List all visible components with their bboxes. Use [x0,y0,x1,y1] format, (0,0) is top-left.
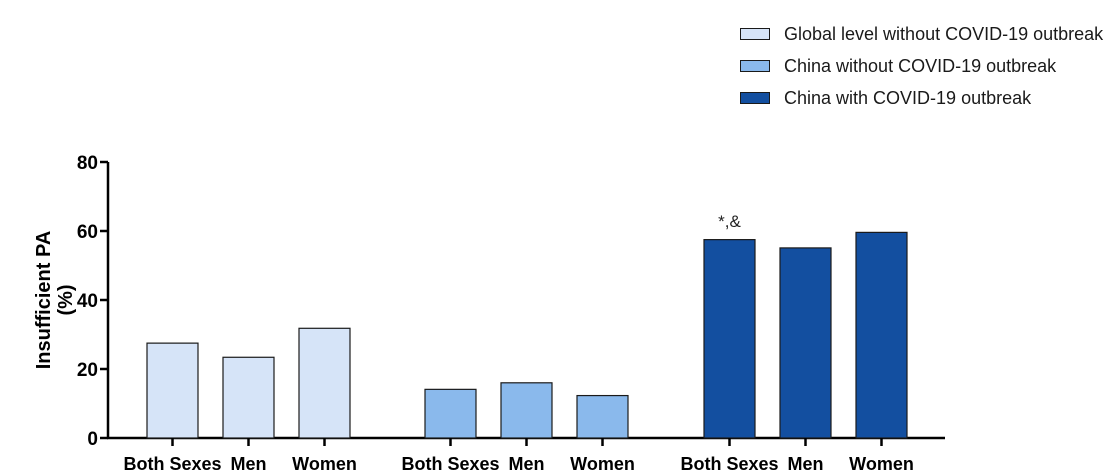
bar [424,388,477,439]
legend-swatch-global [740,28,770,40]
y-tick-label: 20 [77,360,98,381]
y-tick-label: 40 [77,291,98,312]
legend-swatch-china-with [740,92,770,104]
significance-annotation: *,& [718,212,741,231]
legend-item-global: Global level without COVID-19 outbreak [740,18,1103,50]
legend-item-china-with: China with COVID-19 outbreak [740,82,1103,114]
bar [855,231,908,439]
bar [298,327,351,439]
x-tick-label: Both Sexes [401,454,499,474]
x-tick-label: Both Sexes [123,454,221,474]
bar [576,394,629,439]
bar [222,356,275,439]
x-tick-label: Women [292,454,357,474]
y-tick-label: 80 [77,153,98,174]
legend-item-china-without: China without COVID-19 outbreak [740,50,1103,82]
x-tick-label: Men [231,454,267,474]
bar [500,382,553,439]
bar [703,239,756,439]
bar [779,247,832,439]
x-tick-label: Men [788,454,824,474]
legend: Global level without COVID-19 outbreak C… [740,18,1103,114]
x-tick-label: Both Sexes [680,454,778,474]
legend-label-china-without: China without COVID-19 outbreak [784,55,1057,76]
y-tick-label: 0 [87,429,98,450]
x-tick-label: Women [849,454,914,474]
bar [146,342,199,439]
x-tick-label: Women [570,454,635,474]
legend-swatch-china-without [740,60,770,72]
legend-label-global: Global level without COVID-19 outbreak [784,23,1104,44]
y-axis-unit: (%) [55,284,77,315]
y-axis-title: Insufficient PA [33,231,55,370]
y-tick-label: 60 [77,222,98,243]
legend-label-china-with: China with COVID-19 outbreak [784,87,1032,108]
x-tick-label: Men [509,454,545,474]
